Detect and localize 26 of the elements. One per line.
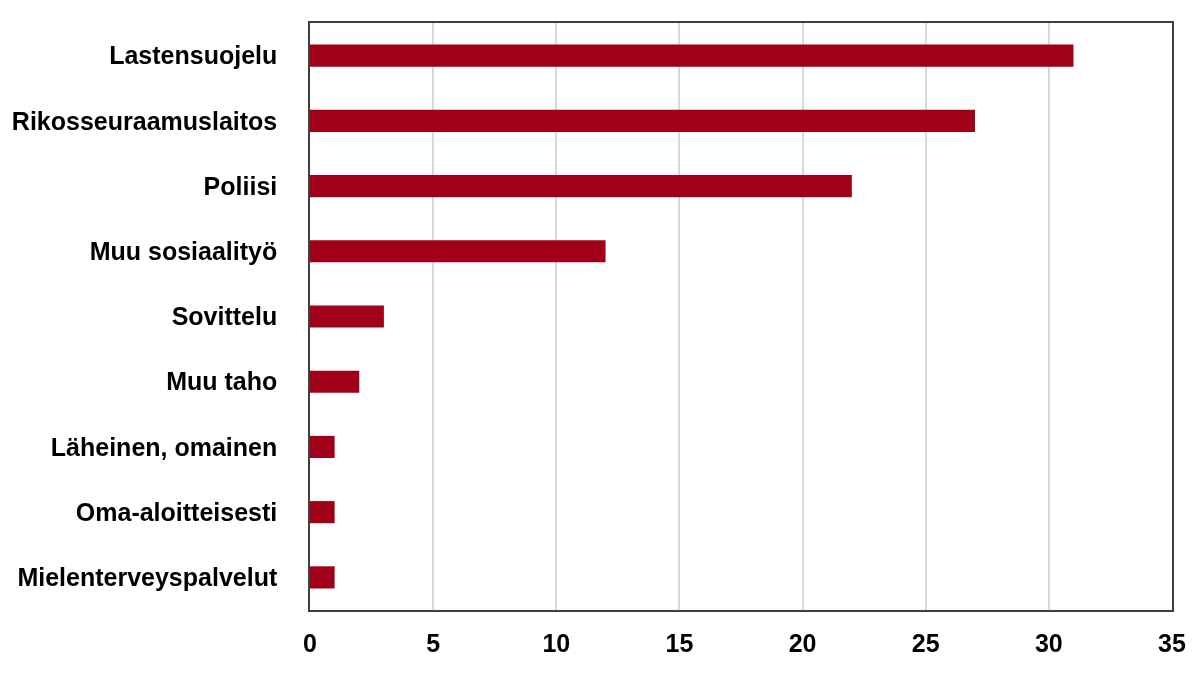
x-tick-label: 10: [542, 628, 571, 657]
y-tick-label: Poliisi: [203, 171, 278, 200]
x-tick-label: 20: [788, 628, 817, 657]
x-tick-label: 30: [1034, 628, 1063, 657]
bar: [310, 44, 1074, 67]
bar: [310, 174, 852, 198]
bar: [310, 435, 335, 459]
bar: [310, 240, 606, 263]
bar: [310, 566, 335, 589]
x-tick-label: 35: [1158, 628, 1186, 657]
bar: [310, 305, 384, 328]
y-tick-label: Muu sosiaalityö: [89, 237, 278, 266]
bar: [310, 370, 360, 393]
x-tick-label: 5: [426, 628, 441, 657]
y-tick-label: Rikosseuraamuslaitos: [11, 106, 278, 135]
y-tick-label: Lastensuojelu: [109, 41, 278, 70]
x-tick-label: 0: [303, 628, 317, 657]
bar: [310, 109, 975, 132]
y-tick-label: Mielenterveyspalvelut: [17, 563, 278, 592]
y-tick-label: Läheinen, omainen: [50, 432, 278, 461]
x-tick-label: 15: [665, 628, 694, 657]
x-tick-label: 25: [911, 628, 940, 657]
y-tick-label: Oma-aloitteisesti: [75, 497, 278, 526]
bar: [310, 501, 335, 524]
y-tick-label: Muu taho: [166, 367, 278, 396]
y-tick-label: Sovittelu: [171, 302, 278, 331]
